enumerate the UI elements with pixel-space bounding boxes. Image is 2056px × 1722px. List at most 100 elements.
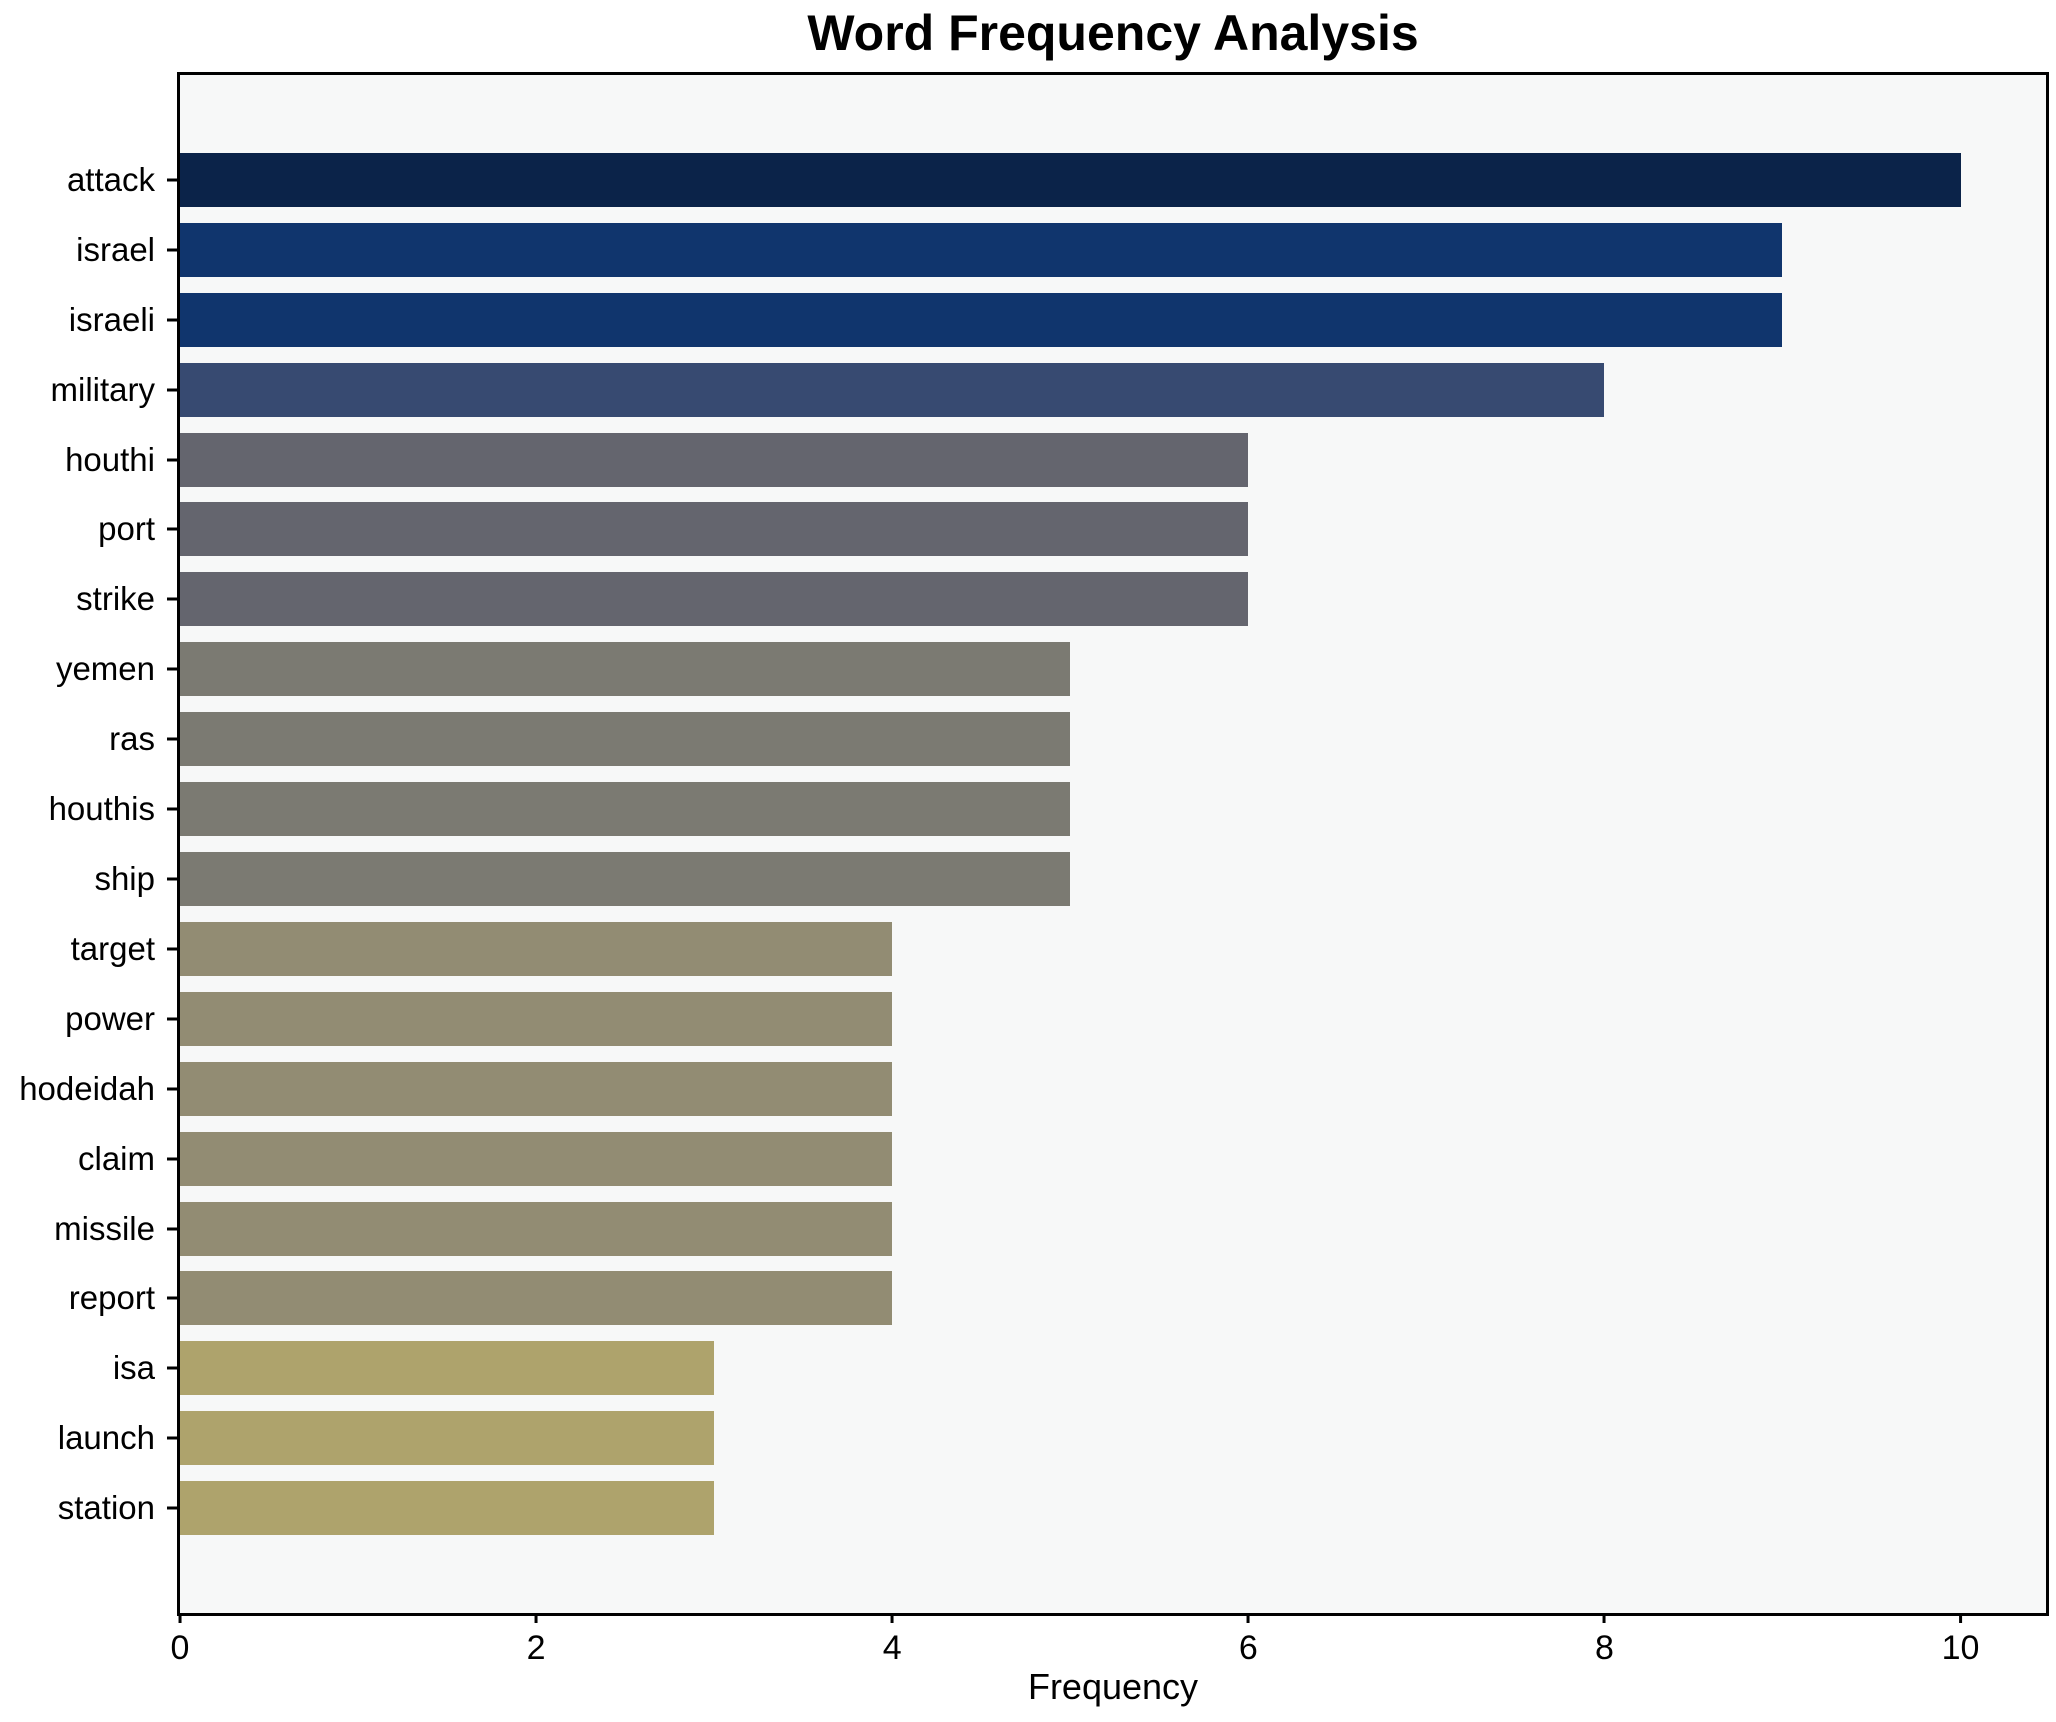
- y-tick-label-station: station: [57, 1489, 155, 1527]
- bar-hodeidah: [180, 1061, 893, 1116]
- y-tick-label-yemen: yemen: [55, 650, 155, 688]
- y-tick-mark: [167, 388, 177, 392]
- bar-power: [180, 991, 893, 1046]
- x-tick-4: 4: [883, 1613, 902, 1668]
- y-tick-mark: [167, 1506, 177, 1510]
- y-tick-mark: [167, 877, 177, 881]
- y-tick-mark: [167, 667, 177, 671]
- x-tick-mark: [1959, 1613, 1963, 1623]
- y-tick-label-houthi: houthi: [65, 440, 155, 478]
- x-tick-mark: [890, 1613, 894, 1623]
- x-tick-mark: [178, 1613, 182, 1623]
- bar-row-israel: israel: [76, 215, 2046, 285]
- bar-row-yemen: yemen: [56, 634, 2046, 704]
- bar-report: [180, 1271, 893, 1326]
- y-tick-mark: [167, 458, 177, 462]
- bar-strike: [180, 572, 1249, 627]
- bar-row-missile: missile: [54, 1194, 2046, 1264]
- bars-region: attack israel israeli military houthi port str…: [19, 145, 2046, 1543]
- bar-row-military: military: [51, 355, 2046, 425]
- bar-row-power: power: [65, 984, 2046, 1054]
- y-tick-label-ship: ship: [94, 860, 155, 898]
- bar-row-hodeidah: hodeidah: [19, 1054, 2046, 1124]
- bar-row-isa: isa: [113, 1333, 2046, 1403]
- y-tick-label-israel: israel: [76, 230, 155, 268]
- y-tick-label-israeli: israeli: [68, 300, 155, 338]
- bar-row-houthis: houthis: [49, 774, 2046, 844]
- bar-station: [180, 1481, 715, 1536]
- bar-row-report: report: [69, 1264, 2046, 1334]
- bar-row-launch: launch: [58, 1403, 2046, 1473]
- x-tick-label: 6: [1238, 1629, 1258, 1667]
- bar-yemen: [180, 642, 1071, 697]
- bar-military: [180, 362, 1605, 417]
- y-tick-label-claim: claim: [77, 1139, 155, 1177]
- x-tick-6: 6: [1239, 1613, 1258, 1668]
- x-tick-label: 2: [526, 1629, 546, 1667]
- bar-row-israeli: israeli: [69, 285, 2046, 355]
- bar-row-strike: strike: [76, 564, 2046, 634]
- x-tick-label: 0: [170, 1629, 190, 1667]
- x-tick-2: 2: [527, 1613, 546, 1668]
- bar-isa: [180, 1341, 715, 1396]
- bar-row-houthi: houthi: [65, 425, 2046, 495]
- x-tick-8: 8: [1595, 1613, 1614, 1668]
- y-tick-label-hodeidah: hodeidah: [19, 1069, 155, 1107]
- bar-row-ship: ship: [94, 844, 2046, 914]
- bar-houthi: [180, 432, 1249, 487]
- plot-area: attack israel israeli military houthi port str…: [19, 72, 2049, 1616]
- bar-row-attack: attack: [67, 145, 2046, 215]
- y-tick-label-strike: strike: [76, 580, 155, 618]
- y-tick-mark: [167, 178, 177, 182]
- y-tick-mark: [167, 527, 177, 531]
- y-tick-label-launch: launch: [57, 1419, 155, 1457]
- y-tick-mark: [167, 1227, 177, 1231]
- x-axis: 0 2 4 6 8 10: [171, 1613, 2046, 1683]
- bar-missile: [180, 1201, 893, 1256]
- y-tick-mark: [167, 1017, 177, 1021]
- bar-port: [180, 502, 1249, 557]
- x-tick-label: 8: [1594, 1629, 1614, 1667]
- bar-row-station: station: [58, 1473, 2046, 1543]
- bar-ship: [180, 852, 1071, 907]
- y-tick-mark: [167, 1436, 177, 1440]
- bar-row-port: port: [98, 495, 2046, 565]
- y-tick-label-isa: isa: [112, 1349, 155, 1387]
- y-tick-mark: [167, 248, 177, 252]
- y-tick-label-report: report: [68, 1279, 155, 1317]
- y-tick-label-power: power: [65, 999, 155, 1037]
- y-tick-mark: [167, 737, 177, 741]
- x-tick-mark: [1246, 1613, 1250, 1623]
- bar-row-ras: ras: [109, 704, 2046, 774]
- y-tick-mark: [167, 807, 177, 811]
- y-tick-mark: [167, 1296, 177, 1300]
- bar-launch: [180, 1411, 715, 1466]
- x-tick-mark: [1602, 1613, 1606, 1623]
- y-tick-label-target: target: [70, 929, 155, 967]
- y-tick-label-missile: missile: [54, 1209, 155, 1247]
- y-tick-label-military: military: [50, 370, 156, 408]
- y-tick-label-houthis: houthis: [48, 790, 155, 828]
- x-tick-label: 4: [882, 1629, 902, 1667]
- bar-claim: [180, 1131, 893, 1186]
- bar-target: [180, 921, 893, 976]
- bar-attack: [180, 152, 1961, 207]
- x-tick-mark: [534, 1613, 538, 1623]
- y-tick-label-attack: attack: [66, 160, 155, 198]
- y-tick-mark: [167, 597, 177, 601]
- y-tick-mark: [167, 1087, 177, 1091]
- y-tick-label-port: port: [98, 510, 155, 548]
- y-tick-label-ras: ras: [109, 720, 155, 758]
- y-tick-mark: [167, 1366, 177, 1370]
- bar-row-claim: claim: [78, 1124, 2046, 1194]
- bar-houthis: [180, 782, 1071, 837]
- bar-ras: [180, 712, 1071, 767]
- bar-israel: [180, 222, 1783, 277]
- y-tick-mark: [167, 1157, 177, 1161]
- y-tick-mark: [167, 947, 177, 951]
- chart-title: Word Frequency Analysis: [807, 5, 1419, 61]
- x-tick-label: 10: [1941, 1629, 1980, 1667]
- x-axis-label: Frequency: [1027, 1666, 1199, 1707]
- y-tick-mark: [167, 318, 177, 322]
